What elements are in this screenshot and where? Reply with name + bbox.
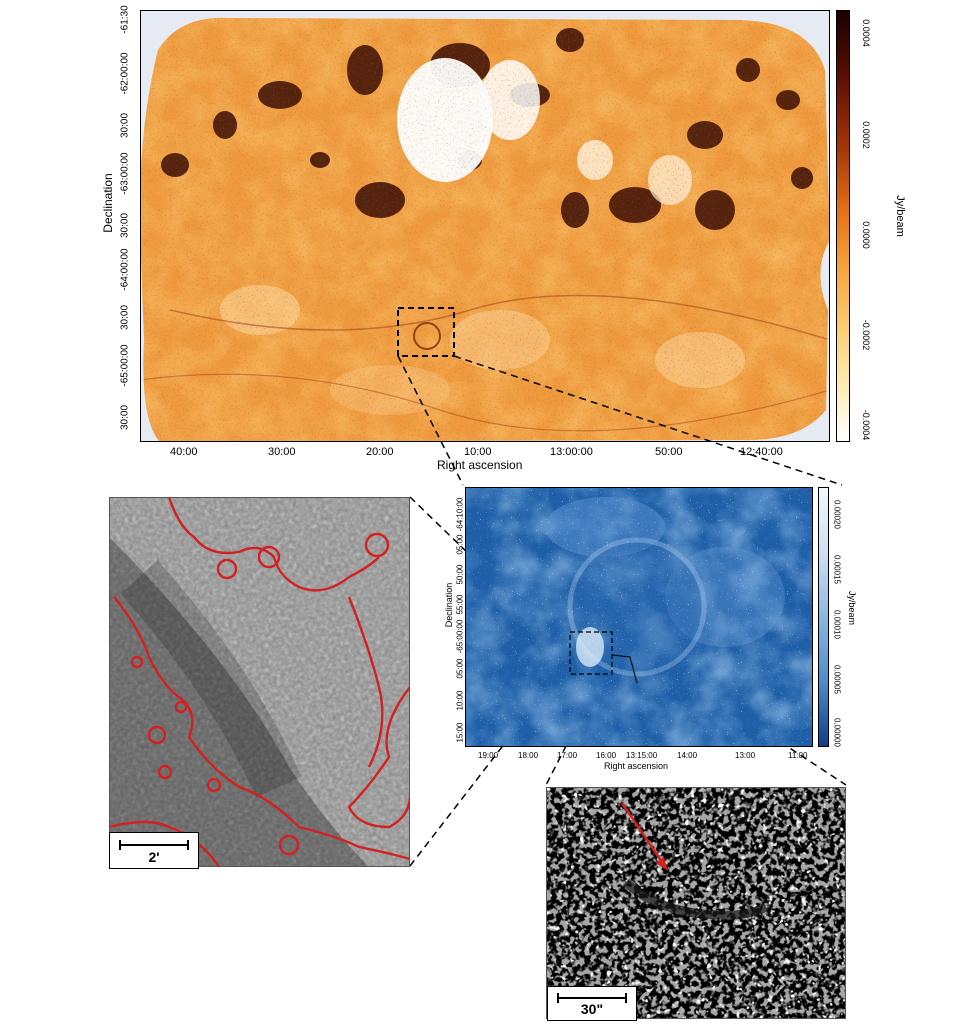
main-ra-tick: 30:00 xyxy=(268,446,296,458)
zoom-ra-tick: 11:00 xyxy=(788,751,808,760)
red-arrow xyxy=(620,802,668,871)
zoom-axes-frame xyxy=(465,487,813,747)
zoom-ra-tick: 18:00 xyxy=(518,751,539,760)
zoom-ylabel: Declination xyxy=(444,582,454,628)
right-inset-scalebar: 30" xyxy=(547,986,637,1021)
main-radio-map xyxy=(140,10,830,442)
right-inset-frame xyxy=(546,787,846,1019)
zoom-colorbar-label: Jy/beam xyxy=(847,590,857,625)
left-inset-image xyxy=(109,497,410,867)
main-ra-tick: 40:00 xyxy=(170,446,198,458)
zoom-xlabel: Right ascension xyxy=(604,761,669,771)
main-xlabel: Right ascension xyxy=(437,458,523,472)
zoom-ra-tick: 19:00 xyxy=(478,751,499,760)
zoom-ra-tick: 14:00 xyxy=(677,751,698,760)
zoom-colorbar-tick: 0.00000 xyxy=(832,718,842,747)
main-panel: 0.0004 0.0002 0.0000 -0.0002 -0.0004 Jy/… xyxy=(0,0,953,472)
zoom-ra-tick: 13:15:00 xyxy=(626,751,658,760)
zoom-ra-tick: 13:00 xyxy=(735,751,756,760)
main-ra-tick: 13:00:00 xyxy=(550,446,593,458)
zoom-dec-tick: 15:00 xyxy=(455,722,465,743)
zoom-colorbar-tick: 0.00010 xyxy=(832,610,842,639)
main-ra-tick: 50:00 xyxy=(655,446,683,458)
zoom-radio-map xyxy=(465,487,813,747)
right-inset-image xyxy=(546,787,846,1019)
zoom-colorbar-tick: 0.00015 xyxy=(832,555,842,584)
right-scalebar-label: 30" xyxy=(580,1001,604,1017)
zoom-ra-tick: 17:00 xyxy=(557,751,578,760)
main-ra-tick: 10:00 xyxy=(464,446,492,458)
left-inset-frame xyxy=(109,497,410,867)
zoom-region-box xyxy=(397,307,455,357)
left-inset-scalebar: 2' xyxy=(109,832,199,869)
left-scalebar-label: 2' xyxy=(148,849,160,865)
zoom-colorbar-tick: 0.00005 xyxy=(832,665,842,694)
zoom-ra-tick: 16:00 xyxy=(596,751,617,760)
main-axes-frame xyxy=(140,10,830,442)
right-scalebar-line xyxy=(557,993,627,1003)
main-colorbar xyxy=(836,10,850,442)
zoom-colorbar xyxy=(818,487,829,747)
zoom-colorbar-tick: 0.00020 xyxy=(832,500,842,529)
zoom-subregion-box xyxy=(569,631,613,675)
left-scalebar-line xyxy=(119,840,189,850)
arc-feature xyxy=(622,878,769,920)
main-ra-tick: 20:00 xyxy=(366,446,394,458)
